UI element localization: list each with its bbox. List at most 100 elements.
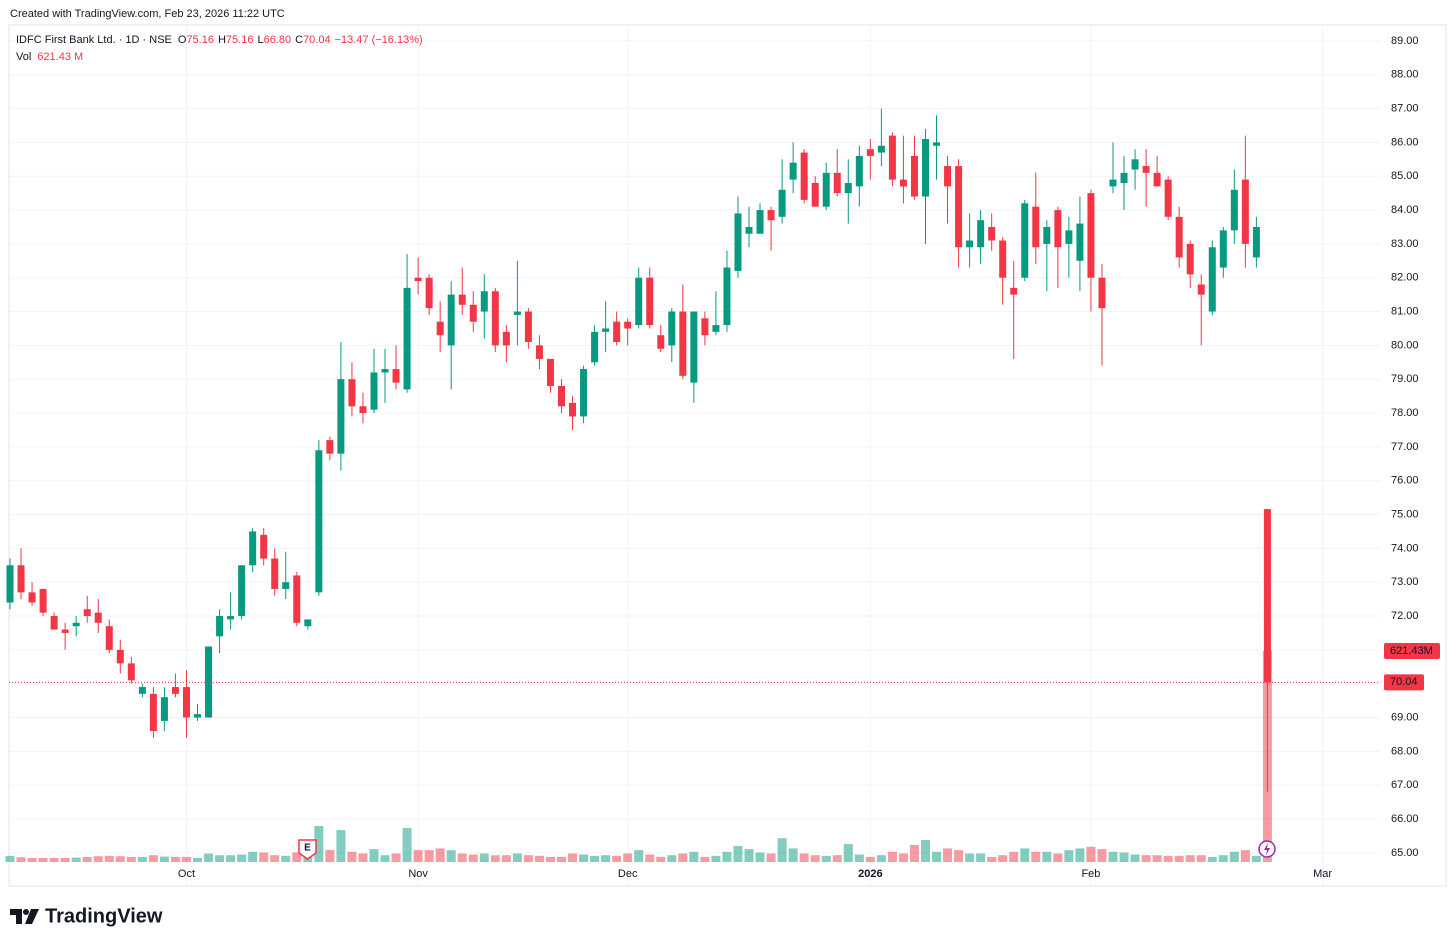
- volume-bar: [270, 855, 280, 862]
- volume-bar: [590, 855, 600, 862]
- volume-bar: [766, 853, 776, 862]
- volume-bar: [987, 856, 997, 862]
- legend-key: O: [178, 34, 187, 46]
- volume-bar: [689, 851, 699, 862]
- volume-bar: [579, 854, 589, 862]
- volume-bar: [1196, 855, 1206, 862]
- volume-bar: [920, 839, 930, 862]
- volume-bar: [832, 855, 842, 862]
- candle-body: [326, 440, 334, 454]
- volume-bar: [810, 855, 820, 862]
- volume-bar: [1075, 848, 1085, 862]
- volume-bar: [1064, 850, 1074, 862]
- candle-body: [238, 565, 246, 617]
- volume-bar: [943, 848, 953, 862]
- candle-body: [955, 166, 963, 248]
- candle-body: [260, 534, 268, 559]
- candle-body: [657, 335, 665, 349]
- candle-body: [988, 226, 996, 241]
- volume-bar: [380, 855, 390, 862]
- candle-body: [28, 592, 36, 603]
- y-tick-label: 69.00: [1391, 711, 1419, 723]
- volume-bar: [1152, 855, 1162, 862]
- y-tick-label: 83.00: [1391, 238, 1419, 250]
- volume-bar: [512, 853, 522, 862]
- volume-bar: [215, 855, 225, 862]
- volume-bar: [976, 853, 986, 862]
- last-price-tag: [1384, 674, 1424, 691]
- candle-body: [6, 565, 14, 603]
- candle-body: [734, 213, 742, 271]
- volume-bar: [645, 854, 655, 862]
- candle-body: [425, 277, 433, 309]
- candle-body: [778, 189, 786, 217]
- volume-bar: [898, 853, 908, 862]
- volume-bar: [1108, 851, 1118, 862]
- candle-body: [910, 155, 918, 197]
- candle-body: [701, 318, 709, 336]
- volume-bar: [82, 856, 92, 862]
- candle-body: [348, 379, 356, 407]
- candle-body: [138, 687, 146, 694]
- candle-body: [1032, 206, 1040, 248]
- volume-bar: [1009, 851, 1019, 862]
- candle-body: [789, 162, 797, 180]
- volume-legend: Vol 621.43 M: [16, 51, 83, 63]
- volume-bar: [568, 853, 578, 862]
- volume-bar: [292, 852, 302, 862]
- candle-body: [50, 616, 58, 630]
- volume-bar: [5, 855, 15, 862]
- legend-value: 621.43 M: [37, 51, 83, 63]
- volume-bar: [854, 854, 864, 862]
- marker-icon: [1264, 843, 1270, 855]
- volume-bar: [170, 856, 180, 862]
- candle-body: [1109, 179, 1117, 187]
- candle-body: [359, 406, 367, 414]
- candle-body: [558, 385, 565, 407]
- volume-bar: [325, 850, 335, 862]
- y-tick-label: 89.00: [1391, 35, 1419, 47]
- chart-border: [8, 24, 1447, 887]
- candle-body: [1153, 172, 1161, 187]
- volume-bar: [193, 857, 203, 862]
- candle-body: [116, 649, 124, 664]
- volume-bar: [435, 848, 445, 862]
- volume-bar: [1141, 855, 1151, 862]
- volume-bar: [104, 855, 114, 862]
- candle-body: [800, 152, 808, 200]
- candle-body: [1043, 226, 1051, 244]
- legend-key: Vol: [16, 51, 31, 63]
- candle-body: [524, 311, 532, 342]
- candle-body: [1120, 172, 1128, 183]
- candle-body: [535, 345, 543, 359]
- legend-value: 75.16: [186, 34, 214, 46]
- candle-body: [17, 565, 25, 593]
- candle-body: [1208, 247, 1216, 312]
- y-tick-label: 65.00: [1391, 847, 1419, 859]
- volume-bar: [1053, 853, 1063, 862]
- candle-body: [72, 622, 80, 627]
- volume-bar: [38, 857, 48, 862]
- x-tick-label: Nov: [408, 868, 428, 880]
- candle-body: [194, 714, 202, 718]
- volume-bar: [1229, 851, 1239, 862]
- candle-body: [1175, 216, 1183, 258]
- y-tick-label: 88.00: [1391, 69, 1419, 81]
- volume-bar: [755, 852, 765, 862]
- volume-bar: [1174, 855, 1184, 862]
- candle-body: [1142, 166, 1150, 173]
- candle-body: [822, 172, 830, 207]
- volume-bar: [1031, 851, 1041, 862]
- candle-body: [855, 155, 863, 187]
- candle-body: [94, 612, 102, 623]
- candle-body: [844, 182, 852, 194]
- legend-value: 70.04: [303, 34, 331, 46]
- candle-body: [337, 379, 345, 454]
- candle-body: [436, 321, 444, 336]
- y-tick-label: 85.00: [1391, 170, 1419, 182]
- volume-bar: [479, 853, 489, 862]
- volume-bar: [60, 857, 70, 862]
